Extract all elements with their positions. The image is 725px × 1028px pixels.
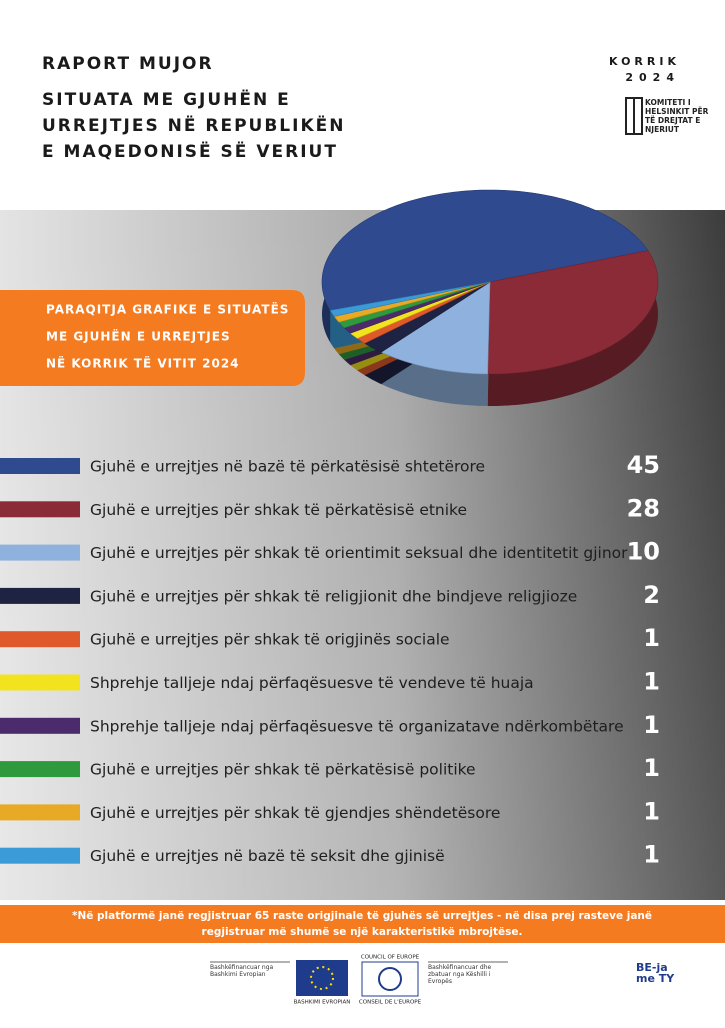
slice [329,281,491,317]
legend-label: Gjuhë e urrejtjes për shkak të përkatësi… [90,761,476,779]
org-line: NJERIUT [645,125,680,134]
legend: Gjuhë e urrejtjes në bazë të përkatësisë… [0,451,660,869]
value-label: 2 [643,581,660,609]
legend-label: Gjuhë e urrejtjes në bazë të seksit dhe … [90,847,445,865]
eu-flag [296,960,348,996]
eu-name: BASHKIMI EVROPIAN [294,1000,351,1006]
coe-mark [378,967,402,991]
footnote-bar [0,905,725,943]
legend-label: Gjuhë e urrejtjes për shkak të gjendjes … [90,804,500,822]
slice [380,281,491,375]
value-label: 1 [643,711,660,739]
value-label: 10 [627,538,660,566]
slice [487,250,659,375]
coe-en: COUNCIL OF EUROPE [361,955,420,961]
value-label: 1 [643,668,660,696]
legend-label: Gjuhë e urrejtjes për shkak të origjinës… [90,631,450,649]
banner-line: PARAQITJA GRAFIKE E SITUATËS [46,302,289,317]
org-line: TË DREJTAT E [645,116,700,125]
be-logo-box: BE-ja me TY [636,962,675,985]
title-line: E MAQEDONISË SË VERIUT [42,140,338,162]
slice [321,189,649,311]
pie-chart [321,189,659,406]
legend-label: Gjuhë e urrejtjes për shkak të përkatësi… [90,501,467,519]
banner [0,290,305,386]
legend-swatch [0,587,80,604]
legend-swatch [0,501,80,518]
month: KORRIK [609,55,680,68]
legend-swatch [0,804,80,821]
legend-swatch [0,717,80,734]
value-label: 1 [643,797,660,825]
legend-swatch [0,847,80,864]
legend-swatch [0,458,80,474]
header: RAPORT MUJOR SITUATA ME GJUHËN E URREJTJ… [42,54,680,162]
value-label: 1 [643,754,660,782]
banner-line: NË KORRIK TË VITIT 2024 [46,356,240,371]
org-line: KOMITETI I [645,98,691,107]
legend-label: Gjuhë e urrejtjes në bazë të përkatësisë… [90,458,485,476]
legend-label: Shprehje talljeje ndaj përfaqësuesve të … [90,674,534,692]
kicker: RAPORT MUJOR [42,54,214,74]
footnote-line: *Në platformë janë regjistruar 65 raste … [72,910,652,922]
footnote: *Në platformë janë regjistruar 65 raste … [72,910,652,938]
value-label: 45 [627,451,660,479]
legend-label: Gjuhë e urrejtjes për shkak të religjion… [90,587,577,605]
legend-swatch [0,761,80,778]
legend-swatch [0,631,80,648]
eu-caption-box: Bashkëfinancuar nga Bashkimi Evropian [210,964,274,978]
org-line: HELSINKIT PËR [645,107,709,116]
banner-line: ME GJUHËN E URREJTJES [46,329,231,344]
slice [364,281,491,353]
banner-text: PARAQITJA GRAFIKE E SITUATËS ME GJUHËN E… [46,302,289,371]
coe-fr: CONSEIL DE L'EUROPE [359,1000,422,1006]
eu-stars [310,966,334,990]
eu-caption: Bashkëfinancuar nga Bashkimi Evropian [210,964,274,978]
be-logo: BE-ja me TY [636,962,675,985]
title-line: SITUATA ME GJUHËN E [42,88,291,110]
legend-swatch [0,674,80,691]
title-line: URREJTJES NË REPUBLIKËN [42,114,345,136]
year: 2024 [625,71,680,84]
org-name: KOMITETI I HELSINKIT PËR TË DREJTAT E NJ… [645,98,709,134]
legend-label: Shprehje talljeje ndaj përfaqësuesve të … [90,717,624,735]
legend-swatch [0,544,80,561]
coe-caption: Bashkëfinancuar dhe zbatuar nga Këshilli… [428,964,492,985]
footnote-line: regjistruar më shumë se një karakteristi… [202,926,523,938]
value-label: 28 [627,494,660,522]
value-label: 1 [643,624,660,652]
coe-caption-box: Bashkëfinancuar dhe zbatuar nga Këshilli… [428,964,492,985]
legend-label: Gjuhë e urrejtjes për shkak të orientimi… [90,544,628,562]
value-label: 1 [643,841,660,869]
logos: Bashkëfinancuar nga Bashkimi Evropian BA… [210,955,675,1006]
slice-side [381,282,490,406]
